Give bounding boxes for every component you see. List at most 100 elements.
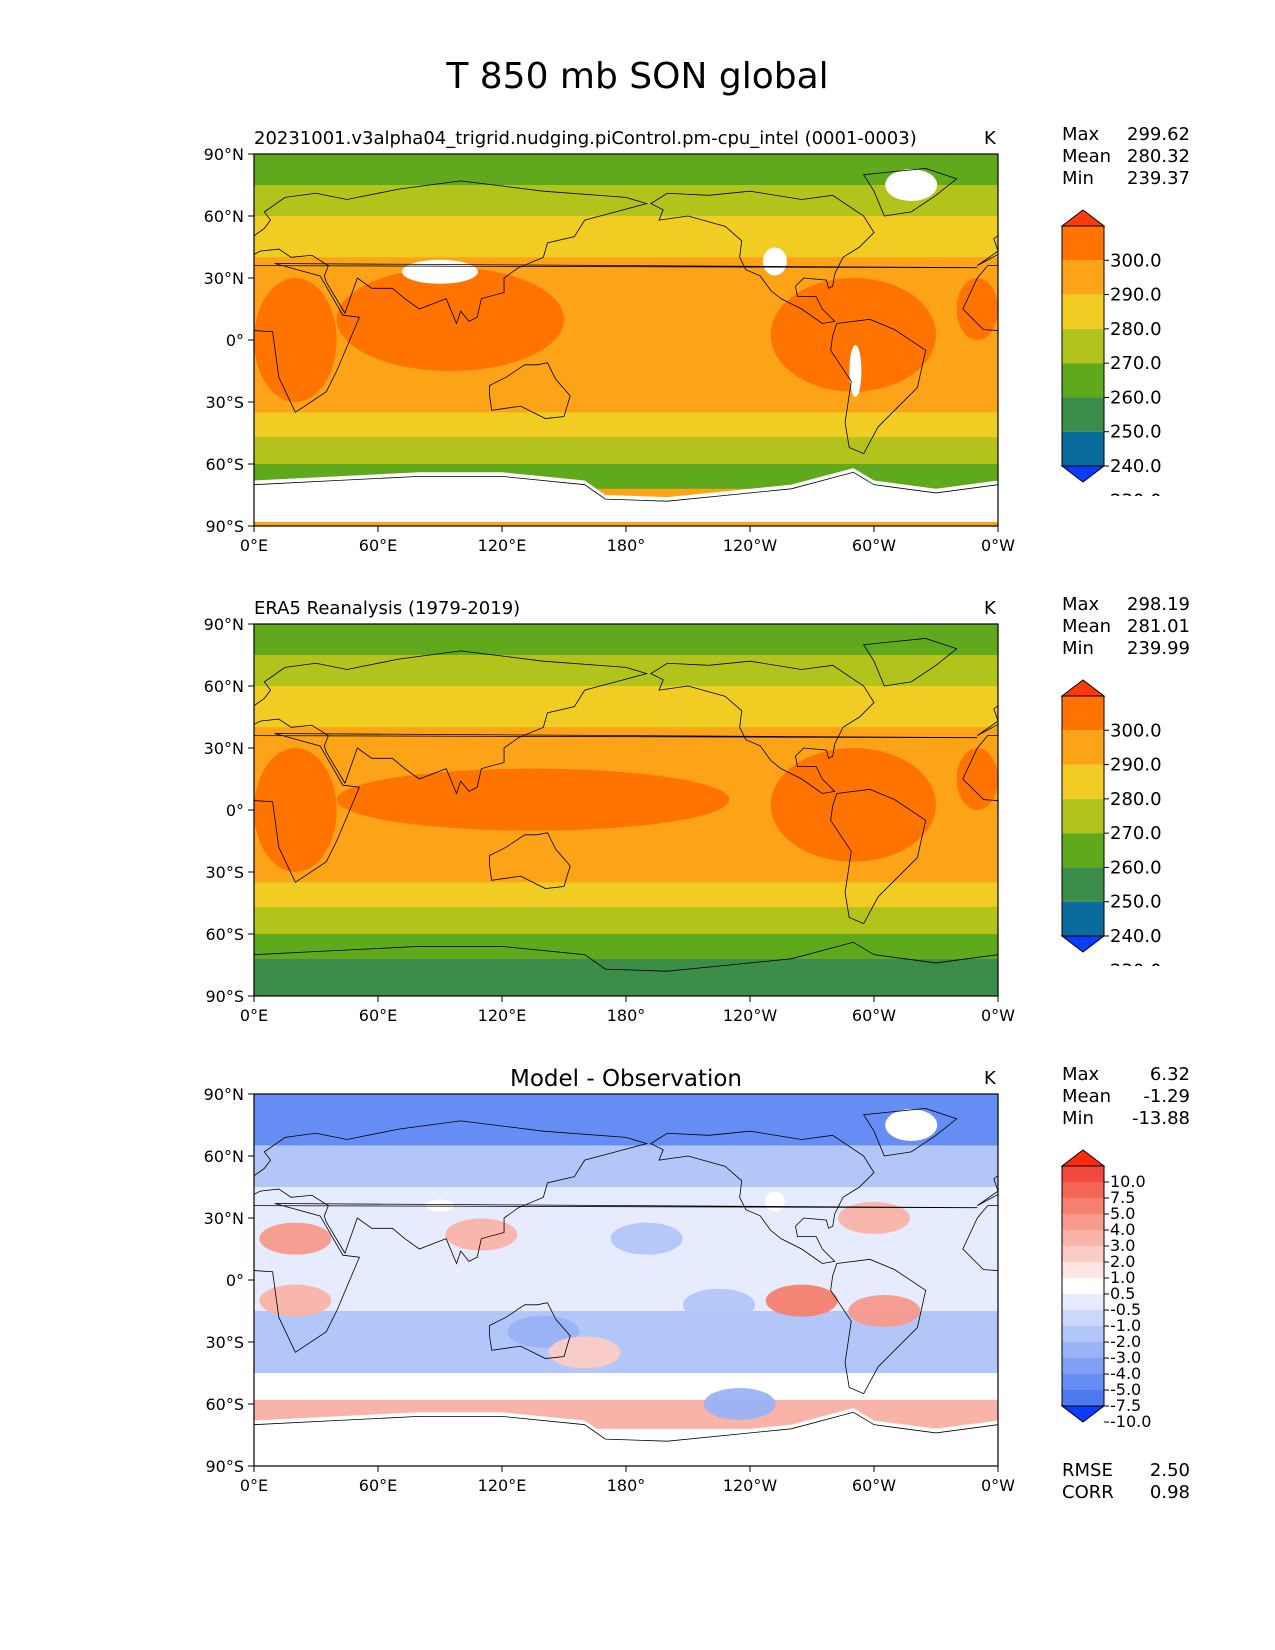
colorbar-extend-min — [1060, 1405, 1106, 1423]
obs-colorbar: 300.0 290.0 280.0 270.0 260.0 250.0 240.0 230.0 — [1060, 679, 1162, 966]
diff-blob — [548, 1336, 621, 1369]
y-tick-label: 30°S — [205, 863, 244, 882]
colorbar-label: 7.5 — [1110, 1188, 1135, 1207]
colorbar-segment — [1062, 1182, 1104, 1198]
diff-blob — [765, 1284, 838, 1317]
diff-stats: Max 6.32 Mean -1.29 Min -13.88 — [1062, 1064, 1190, 1130]
x-tick-label: 60°W — [852, 1006, 896, 1025]
colorbar-label: 250.0 — [1110, 892, 1162, 913]
x-tick-label: 180° — [607, 1476, 646, 1495]
colorbar-extend-min — [1060, 935, 1106, 953]
field-band — [254, 934, 998, 959]
colorbar-label: -7.5 — [1110, 1396, 1141, 1415]
field-band — [254, 686, 998, 728]
colorbar-segment — [1062, 730, 1104, 765]
x-tick-label: 120°W — [723, 536, 778, 555]
y-tick-label: 30°S — [205, 1333, 244, 1352]
colorbar-segment — [1062, 1278, 1104, 1294]
mean-label: Mean — [1062, 146, 1112, 167]
max-label: Max — [1062, 1064, 1100, 1085]
colorbar-label: -10.0 — [1110, 1412, 1151, 1431]
colorbar-segment — [1062, 901, 1104, 936]
x-tick-label: 0°E — [240, 1476, 268, 1495]
y-tick-label: 60°S — [205, 1395, 244, 1414]
x-tick-label: 0°W — [981, 536, 1015, 555]
missing-greenland — [885, 169, 938, 201]
colorbar-label: -3.0 — [1110, 1348, 1141, 1367]
colorbar-label: 270.0 — [1110, 353, 1162, 374]
field-band — [254, 907, 998, 934]
colorbar-label: 230.0 — [1110, 960, 1162, 966]
obs-map — [218, 624, 1275, 997]
diff-panel-unit: K — [984, 1068, 996, 1089]
mean-label: Mean — [1062, 616, 1112, 637]
x-tick-label: 120°W — [723, 1006, 778, 1025]
colorbar-segment — [1062, 363, 1104, 398]
diff-blob — [259, 1284, 332, 1317]
field-band — [254, 958, 998, 996]
colorbar-segment — [1062, 1262, 1104, 1278]
missing-tibet — [402, 259, 478, 284]
diff-colorbar: 10.07.55.04.03.02.01.00.5-0.5-1.0-2.0-3.… — [1060, 1149, 1151, 1431]
colorbar-segment — [1062, 226, 1104, 261]
mean-label: Mean — [1062, 1086, 1112, 1107]
obs-stats: Max 298.19 Mean 281.01 Min 239.99 — [1062, 594, 1190, 660]
x-tick-label: 0°E — [240, 1006, 268, 1025]
field-band — [254, 216, 998, 258]
x-tick-label: 60°E — [359, 1476, 397, 1495]
warm-region — [254, 278, 337, 402]
colorbar-label: 270.0 — [1110, 823, 1162, 844]
colorbar-label: 300.0 — [1110, 720, 1162, 741]
diff-band — [254, 1094, 998, 1146]
missing-tibet — [426, 1199, 454, 1212]
model-stats: Max 299.62 Mean 280.32 Min 239.37 — [1062, 124, 1190, 190]
colorbar-label: -2.0 — [1110, 1332, 1141, 1351]
missing-rockies — [762, 247, 787, 276]
colorbar-label: 4.0 — [1110, 1220, 1135, 1239]
colorbar-segment — [1062, 1214, 1104, 1230]
diff-panel: Model - Observation K 0°E 60°E 120°E 180° 12… — [0, 1064, 1275, 1528]
diff-map — [218, 1094, 1275, 1467]
diff-blob — [703, 1388, 776, 1420]
obs-panel-unit: K — [984, 598, 996, 619]
colorbar-label: 240.0 — [1110, 926, 1162, 947]
colorbar-label: 290.0 — [1110, 755, 1162, 776]
colorbar-extend-max — [1060, 679, 1106, 697]
x-tick-label: 60°W — [852, 536, 896, 555]
diff-blob — [445, 1218, 518, 1251]
colorbar-segment — [1062, 397, 1104, 432]
y-tick-label: 30°N — [204, 739, 244, 758]
y-tick-label: 60°N — [204, 207, 244, 226]
obs-panel: ERA5 Reanalysis (1979-2019) K 0°E 60°E 120… — [0, 594, 1275, 1058]
model-colorbar: 300.0 290.0 280.0 270.0 260.0 250.0 240.0 230.0 — [1060, 209, 1162, 496]
y-tick-label: 90°S — [205, 987, 244, 1006]
y-tick-label: 30°S — [205, 393, 244, 412]
y-tick-label: 90°N — [204, 615, 244, 634]
y-tick-label: 0° — [226, 1271, 244, 1290]
colorbar-segment — [1062, 1390, 1104, 1406]
colorbar-segment — [1062, 431, 1104, 466]
colorbar-segment — [1062, 1166, 1104, 1182]
diff-band — [254, 1373, 998, 1400]
colorbar-label: 280.0 — [1110, 789, 1162, 810]
min-label: Min — [1062, 168, 1094, 189]
colorbar-frame — [1061, 695, 1105, 937]
colorbar-segment — [1062, 1310, 1104, 1326]
mean-value: 281.01 — [1127, 616, 1190, 637]
colorbar-label: 280.0 — [1110, 319, 1162, 340]
corr-value: 0.98 — [1149, 1482, 1190, 1503]
colorbar-extend-max — [1060, 1149, 1106, 1167]
colorbar-segment — [1062, 1374, 1104, 1390]
x-tick-label: 180° — [607, 1006, 646, 1025]
colorbar-label: 260.0 — [1110, 387, 1162, 408]
colorbar-segment — [1062, 764, 1104, 799]
colorbar-label: 10.0 — [1110, 1172, 1146, 1191]
colorbar-label: 2.0 — [1110, 1252, 1135, 1271]
colorbar-segment — [1062, 833, 1104, 868]
obs-panel-title: ERA5 Reanalysis (1979-2019) — [254, 598, 521, 619]
colorbar-label: 250.0 — [1110, 422, 1162, 443]
min-label: Min — [1062, 638, 1094, 659]
x-tick-label: 60°E — [359, 1006, 397, 1025]
field-band — [254, 624, 998, 655]
y-tick-label: 90°N — [204, 145, 244, 164]
